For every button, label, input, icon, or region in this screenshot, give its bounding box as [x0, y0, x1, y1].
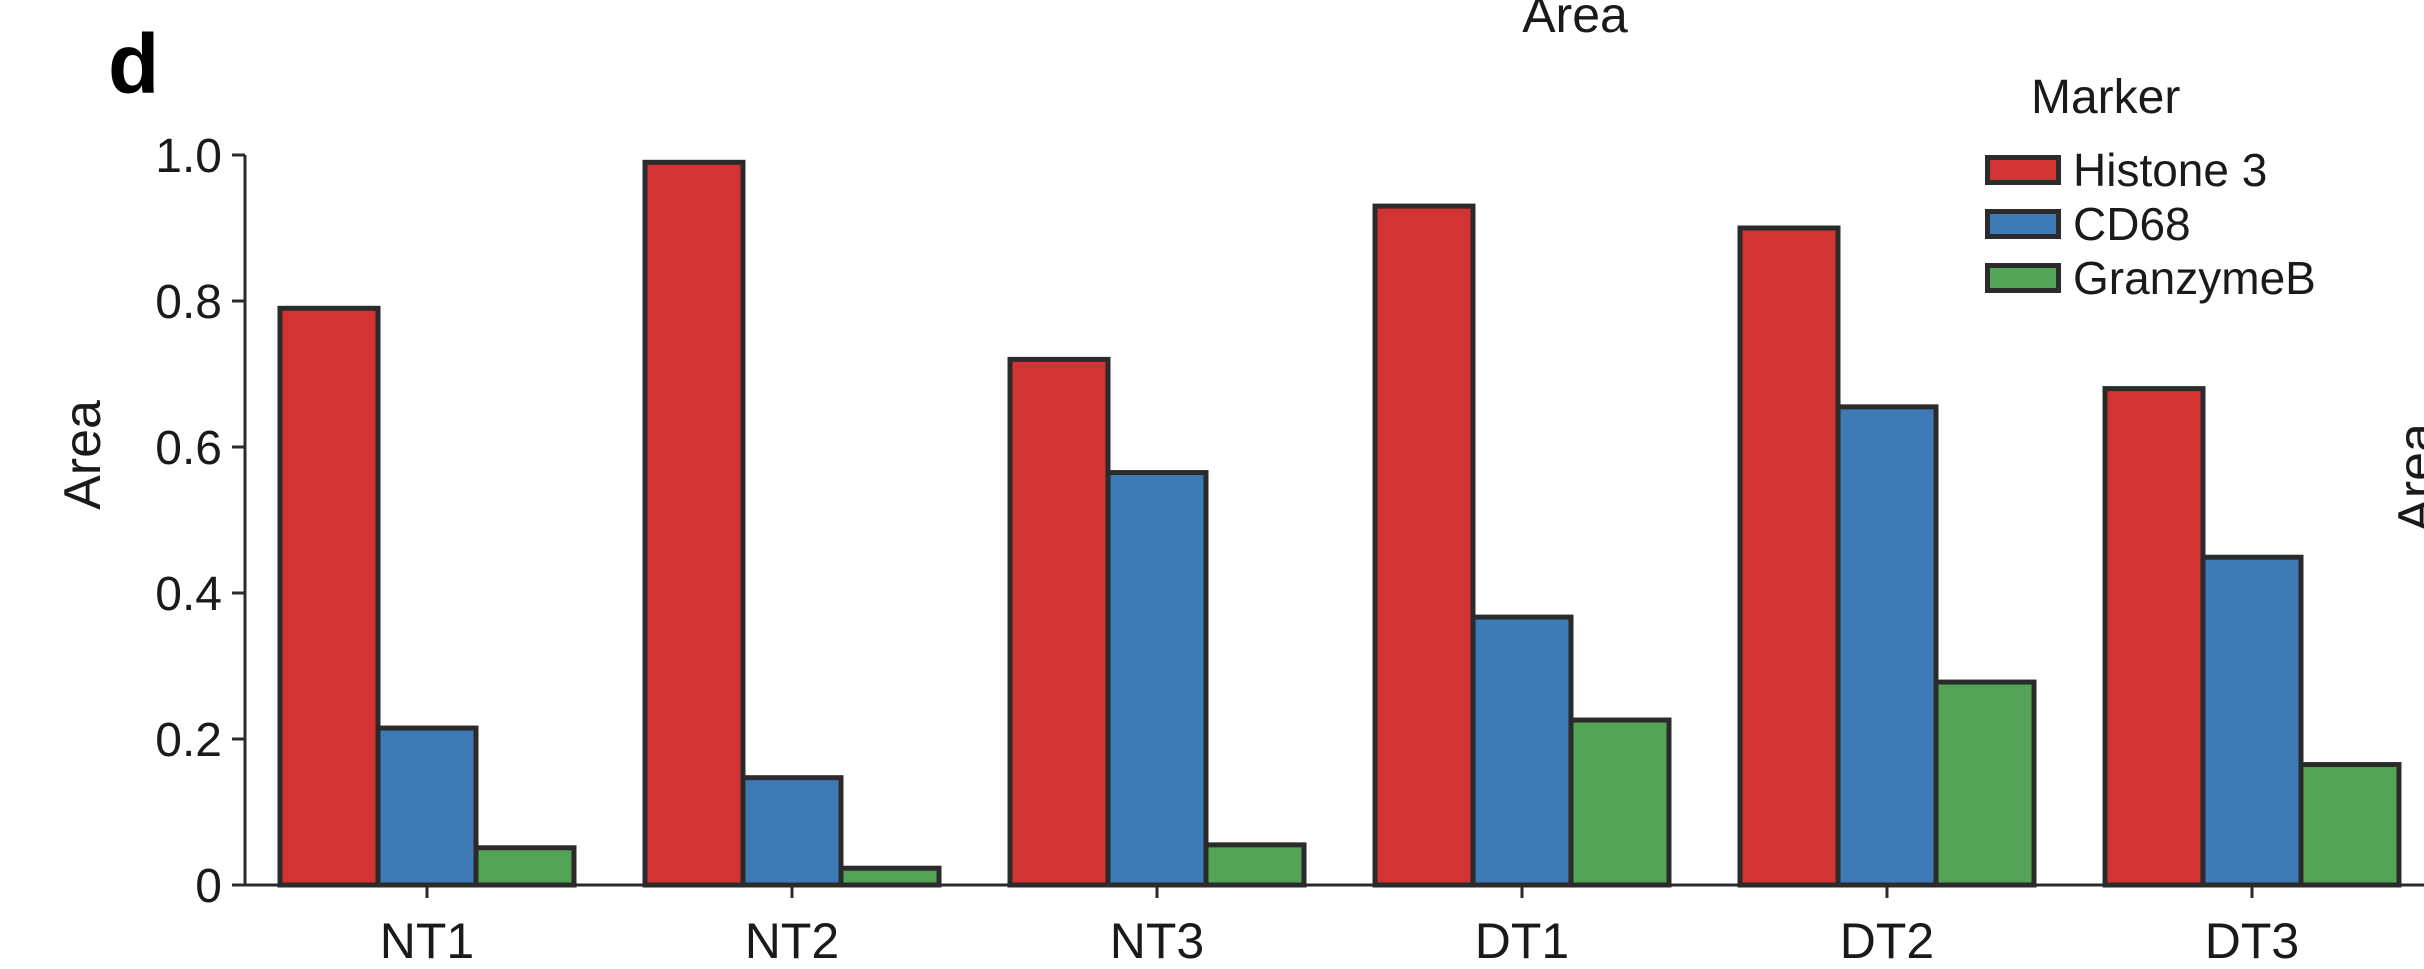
x-tick-label-dt3: DT3: [2205, 913, 2299, 969]
bar-granzymeb-nt1: [473, 845, 577, 888]
tick-labels: 0 0.2 0.4 0.6 0.8 1.0 NT1 NT2 NT3 DT1 DT2 DT3: [155, 130, 2299, 969]
bar-granzymeb-nt3: [1203, 842, 1307, 888]
bar-granzymeb-dt1: [1568, 717, 1672, 888]
legend-rows: Histone 3 CD68 GranzymeB: [1985, 143, 2316, 305]
bar-histone-3-dt1: [1372, 203, 1476, 888]
bar-histone-3-dt2: [1737, 225, 1841, 888]
bar-histone-3-dt3: [2102, 386, 2206, 888]
y-tick-label: 0.6: [155, 422, 222, 475]
y-tick-label: 1.0: [155, 130, 222, 183]
legend-label: GranzymeB: [2073, 252, 2316, 305]
chart-title: Area: [1522, 0, 1628, 43]
bar-cd68-dt1: [1470, 614, 1574, 888]
bar-histone-3-nt2: [642, 159, 746, 888]
y-axis-label: Area: [54, 400, 112, 510]
bar-cd68-dt3: [2200, 554, 2304, 888]
y-tick-label: 0: [195, 860, 222, 913]
panel-label: d: [108, 17, 160, 111]
bar-cd68-nt1: [375, 725, 479, 888]
bar-cd68-dt2: [1835, 404, 1939, 888]
bar-granzymeb-dt2: [1933, 679, 2037, 888]
legend-row-cd68: CD68: [1985, 197, 2316, 251]
right-clipped-axis-label: Area: [2388, 423, 2424, 533]
y-tick-label: 0.4: [155, 568, 222, 621]
legend-swatch-icon: [1985, 263, 2061, 294]
x-tick-label-nt2: NT2: [745, 913, 839, 969]
legend-label: CD68: [2073, 198, 2191, 251]
bars: [277, 159, 2402, 888]
x-tick-label-nt3: NT3: [1110, 913, 1204, 969]
legend-label: Histone 3: [2073, 144, 2268, 197]
legend: Marker Histone 3 CD68 GranzymeB: [1985, 70, 2316, 305]
y-tick-label: 0.2: [155, 714, 222, 767]
legend-row-histone-3: Histone 3: [1985, 143, 2316, 197]
x-tick-label-dt1: DT1: [1475, 913, 1569, 969]
axes: [232, 153, 2424, 898]
y-tick-label: 0.8: [155, 276, 222, 329]
legend-swatch-icon: [1985, 155, 2061, 186]
bar-cd68-nt2: [740, 775, 844, 888]
bar-histone-3-nt3: [1007, 356, 1111, 888]
bar-cd68-nt3: [1105, 470, 1209, 888]
bar-histone-3-nt1: [277, 305, 381, 888]
bar-granzymeb-nt2: [838, 865, 942, 888]
x-tick-label-dt2: DT2: [1840, 913, 1934, 969]
x-tick-label-nt1: NT1: [380, 913, 474, 969]
legend-swatch-icon: [1985, 209, 2061, 240]
legend-row-granzymeb: GranzymeB: [1985, 251, 2316, 305]
bar-granzymeb-dt3: [2298, 762, 2402, 888]
legend-title: Marker: [2031, 71, 2181, 124]
